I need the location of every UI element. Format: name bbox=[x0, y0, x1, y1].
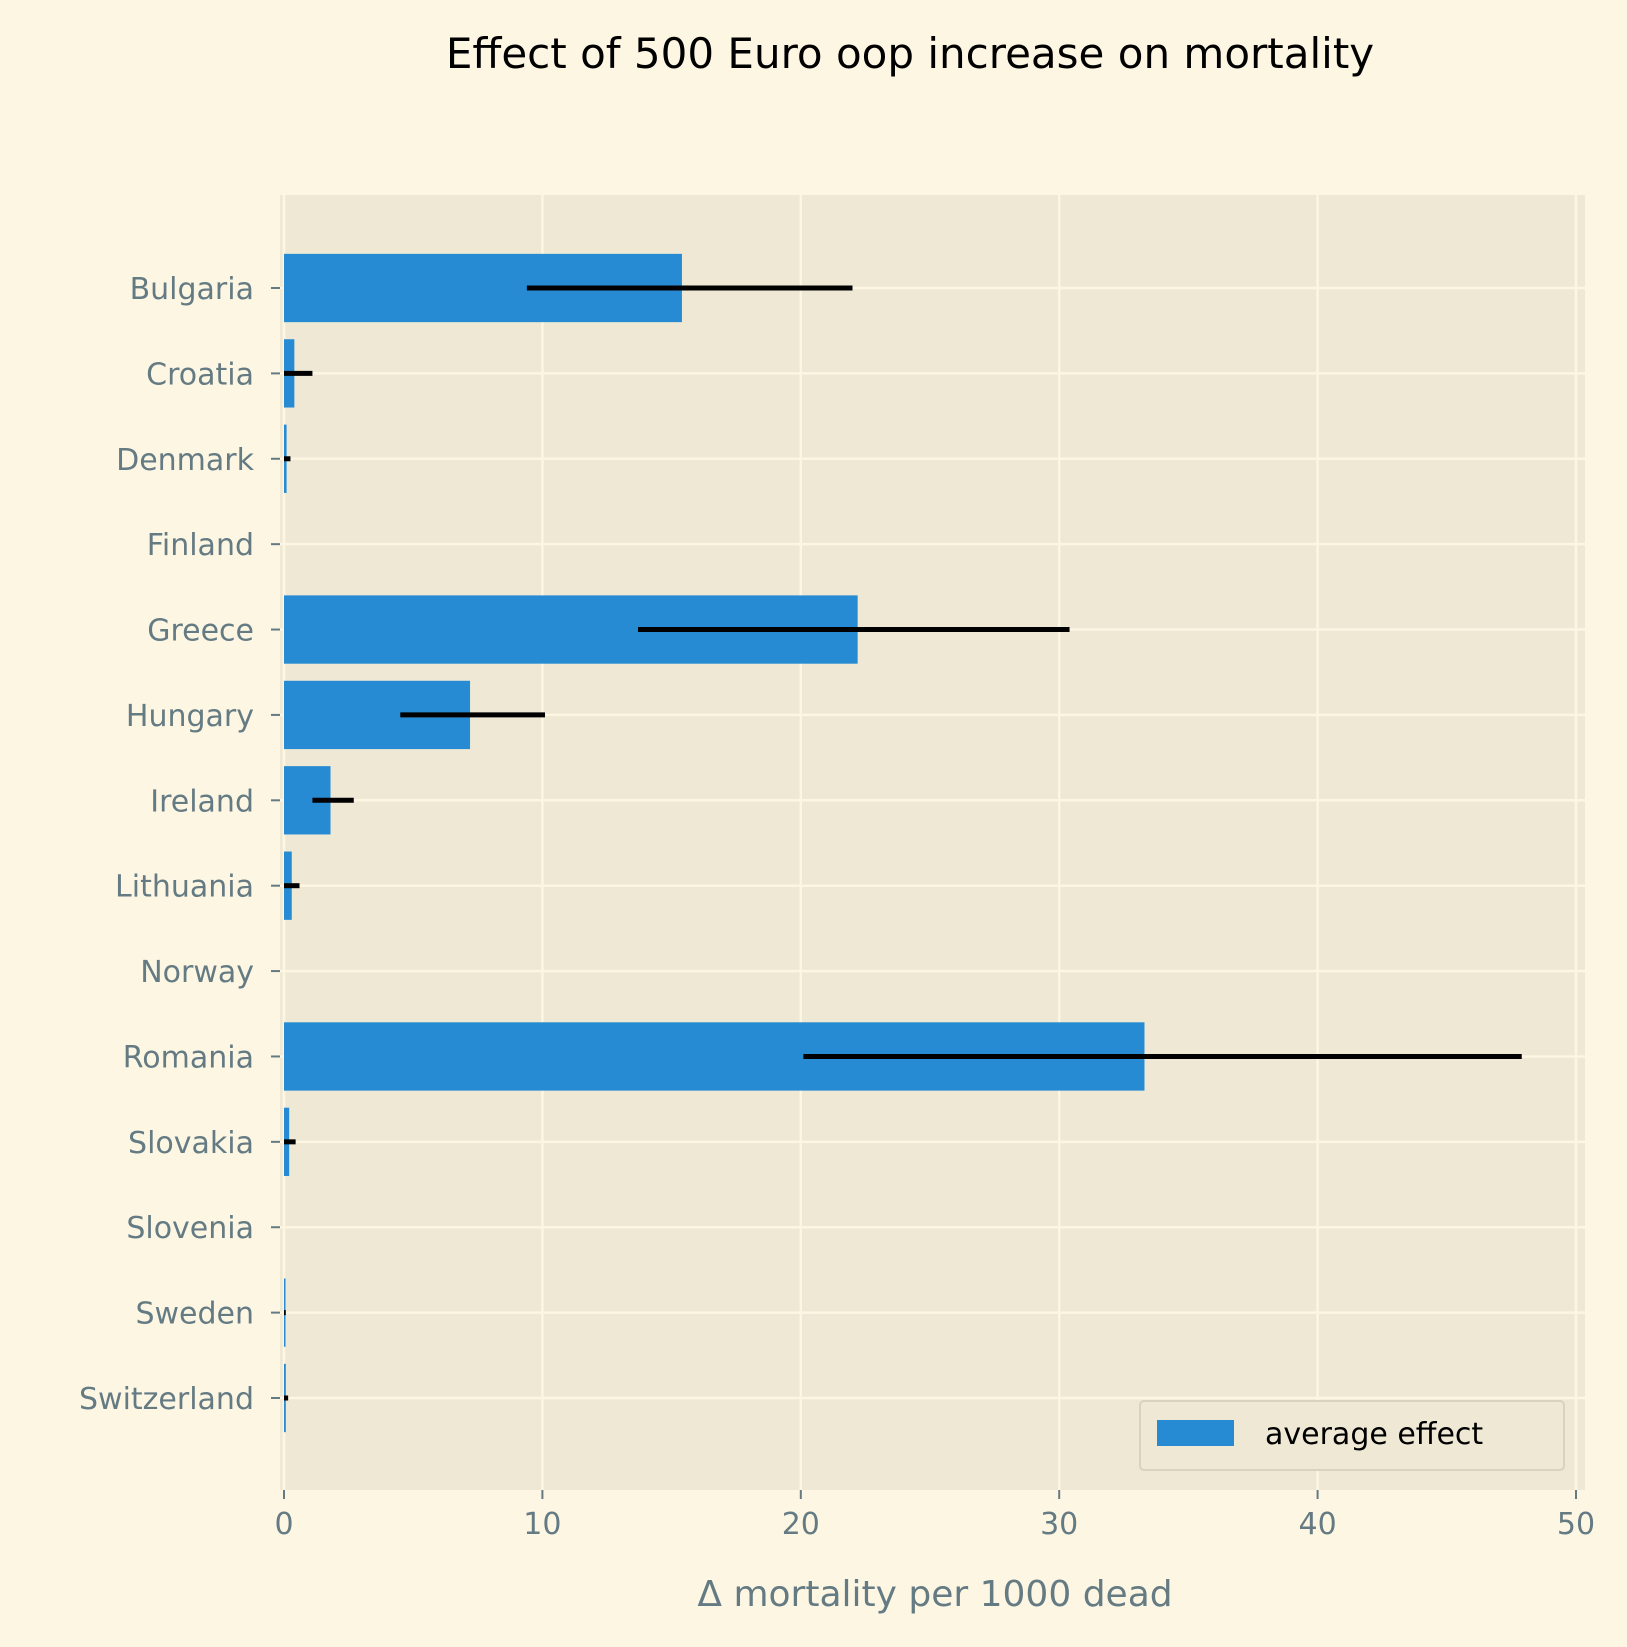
y-tick-label: Norway bbox=[140, 955, 254, 990]
y-tick-label: Finland bbox=[147, 528, 254, 563]
y-tick-label: Bulgaria bbox=[130, 272, 254, 307]
y-tick-label: Romania bbox=[123, 1040, 254, 1075]
y-tick-label: Hungary bbox=[126, 699, 254, 734]
plot-area bbox=[280, 195, 1585, 1490]
y-tick-label: Greece bbox=[147, 614, 254, 649]
y-tick-label: Denmark bbox=[116, 443, 255, 478]
x-tick-label: 10 bbox=[523, 1507, 561, 1542]
y-tick-label: Sweden bbox=[135, 1297, 254, 1332]
y-tick-label: Slovakia bbox=[128, 1126, 254, 1161]
y-axis-ticks: Bulgaria Croatia Denmark Finland Greece Hunga… bbox=[79, 272, 280, 1417]
bars bbox=[284, 253, 1145, 1433]
legend: average effect bbox=[1139, 1400, 1565, 1471]
y-tick-label: Lithuania bbox=[115, 870, 254, 905]
y-tick-label: Croatia bbox=[146, 357, 254, 392]
y-tick-label: Slovenia bbox=[126, 1211, 254, 1246]
x-axis-label: Δ mortality per 1000 dead bbox=[697, 1574, 1172, 1615]
x-tick-label: 20 bbox=[782, 1507, 820, 1542]
legend-swatch bbox=[1157, 1420, 1234, 1446]
chart-title: Effect of 500 Euro oop increase on morta… bbox=[446, 29, 1374, 78]
legend-box bbox=[1139, 1400, 1565, 1471]
x-axis-ticks: 0 10 20 30 40 50 bbox=[274, 1490, 1595, 1542]
x-tick-label: 50 bbox=[1557, 1507, 1595, 1542]
x-tick-label: 30 bbox=[1040, 1507, 1078, 1542]
y-tick-label: Ireland bbox=[150, 784, 254, 819]
x-tick-label: 0 bbox=[274, 1507, 293, 1542]
x-tick-label: 40 bbox=[1299, 1507, 1337, 1542]
error-bars bbox=[284, 285, 1522, 1401]
y-tick-label: Switzerland bbox=[79, 1382, 254, 1417]
legend-label: average effect bbox=[1265, 1417, 1483, 1452]
